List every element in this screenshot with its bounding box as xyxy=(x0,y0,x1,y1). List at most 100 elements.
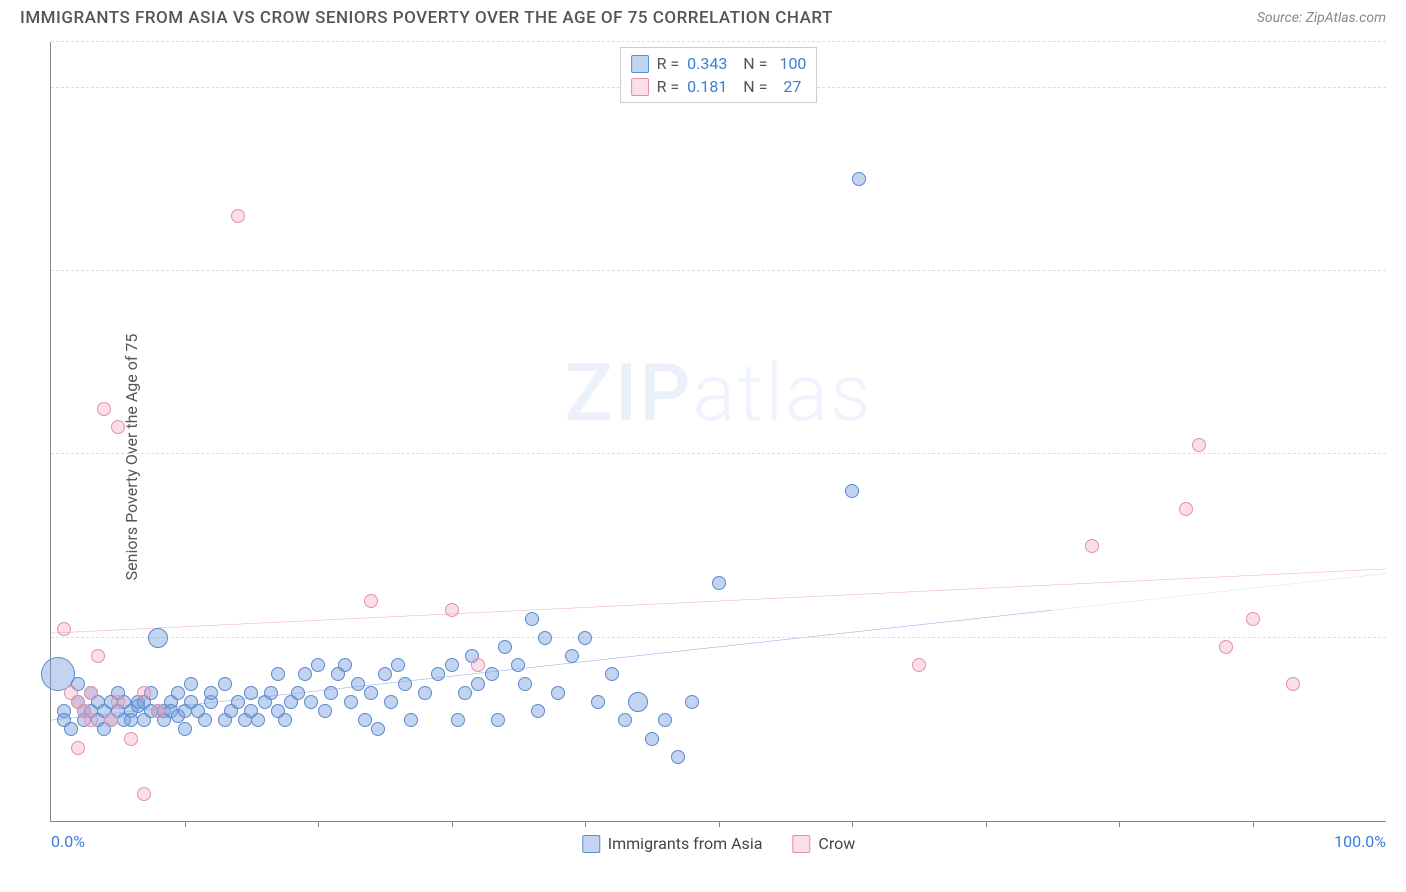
legend-correlation-box: R =0.343 N = 100R =0.181 N = 27 xyxy=(620,47,818,103)
legend-swatch xyxy=(631,78,649,96)
scatter-point xyxy=(685,695,699,709)
x-tick-label: 0.0% xyxy=(51,832,85,851)
scatter-point xyxy=(137,686,151,700)
scatter-point xyxy=(264,686,278,700)
scatter-point xyxy=(298,667,312,681)
scatter-point xyxy=(148,628,168,648)
chart-container: Seniors Poverty Over the Age of 75 ZIPat… xyxy=(0,32,1406,882)
scatter-point xyxy=(204,686,218,700)
scatter-point xyxy=(391,658,405,672)
legend-n-value: 100 xyxy=(775,54,806,73)
scatter-point xyxy=(511,658,525,672)
scatter-point xyxy=(418,686,432,700)
scatter-point xyxy=(84,686,98,700)
legend-swatch xyxy=(631,55,649,73)
scatter-point xyxy=(591,695,605,709)
legend-series-item: Immigrants from Asia xyxy=(582,834,763,853)
legend-r-label: R = xyxy=(657,77,680,96)
scatter-point xyxy=(344,695,358,709)
scatter-point xyxy=(104,713,118,727)
scatter-point xyxy=(97,402,111,416)
x-tick xyxy=(318,821,319,827)
source-attribution: Source: ZipAtlas.com xyxy=(1257,10,1386,26)
legend-series-label: Crow xyxy=(818,834,855,853)
scatter-point xyxy=(171,686,185,700)
legend-r-value: 0.343 xyxy=(687,54,727,73)
legend-series: Immigrants from Asia Crow xyxy=(582,834,855,853)
scatter-point xyxy=(271,667,285,681)
scatter-point xyxy=(1219,640,1233,654)
legend-correlation-row: R =0.343 N = 100 xyxy=(631,52,807,75)
y-tick-label: 20.0% xyxy=(1396,628,1406,647)
scatter-point xyxy=(324,686,338,700)
scatter-point xyxy=(912,658,926,672)
scatter-point xyxy=(198,713,212,727)
scatter-point xyxy=(565,649,579,663)
gridline-h xyxy=(51,453,1386,454)
scatter-point xyxy=(658,713,672,727)
scatter-point xyxy=(538,631,552,645)
scatter-point xyxy=(1286,677,1300,691)
legend-r-label: R = xyxy=(657,54,680,73)
scatter-point xyxy=(384,695,398,709)
scatter-point xyxy=(628,692,648,712)
scatter-point xyxy=(124,732,138,746)
watermark-zip: ZIP xyxy=(565,346,693,440)
legend-series-item: Crow xyxy=(792,834,855,853)
scatter-point xyxy=(1179,502,1193,516)
scatter-point xyxy=(124,713,138,727)
x-tick xyxy=(452,821,453,827)
legend-r-value: 0.181 xyxy=(687,77,727,96)
scatter-point xyxy=(84,713,98,727)
scatter-point xyxy=(291,686,305,700)
scatter-point xyxy=(578,631,592,645)
scatter-point xyxy=(57,622,71,636)
scatter-point xyxy=(451,713,465,727)
legend-swatch xyxy=(582,835,600,853)
y-tick-label: 80.0% xyxy=(1396,78,1406,97)
scatter-point xyxy=(184,677,198,691)
scatter-point xyxy=(111,695,125,709)
scatter-point xyxy=(431,667,445,681)
scatter-point xyxy=(605,667,619,681)
scatter-point xyxy=(1192,438,1206,452)
legend-series-label: Immigrants from Asia xyxy=(608,834,763,853)
scatter-point xyxy=(618,713,632,727)
scatter-point xyxy=(491,713,505,727)
scatter-point xyxy=(404,713,418,727)
scatter-point xyxy=(338,658,352,672)
scatter-point xyxy=(351,677,365,691)
scatter-point xyxy=(251,713,265,727)
scatter-point xyxy=(1085,539,1099,553)
scatter-point xyxy=(364,686,378,700)
scatter-point xyxy=(445,603,459,617)
scatter-point xyxy=(244,686,258,700)
scatter-point xyxy=(71,741,85,755)
scatter-point xyxy=(151,704,165,718)
scatter-point xyxy=(218,677,232,691)
legend-n-value: 27 xyxy=(775,77,801,96)
scatter-point xyxy=(1246,612,1260,626)
scatter-point xyxy=(845,484,859,498)
x-tick-label: 100.0% xyxy=(1334,832,1386,851)
chart-title: IMMIGRANTS FROM ASIA VS CROW SENIORS POV… xyxy=(20,8,833,28)
scatter-point xyxy=(278,713,292,727)
x-tick xyxy=(185,821,186,827)
x-tick xyxy=(1253,821,1254,827)
scatter-point xyxy=(671,750,685,764)
scatter-point xyxy=(518,677,532,691)
legend-n-label: N = xyxy=(735,77,767,96)
scatter-point xyxy=(231,695,245,709)
scatter-point xyxy=(358,713,372,727)
x-tick xyxy=(986,821,987,827)
scatter-point xyxy=(111,420,125,434)
scatter-point xyxy=(485,667,499,681)
y-tick-label: 40.0% xyxy=(1396,445,1406,464)
scatter-point xyxy=(318,704,332,718)
scatter-point xyxy=(364,594,378,608)
x-tick xyxy=(1119,821,1120,827)
x-tick xyxy=(585,821,586,827)
scatter-point xyxy=(525,612,539,626)
scatter-point xyxy=(458,686,472,700)
gridline-h xyxy=(51,41,1386,42)
